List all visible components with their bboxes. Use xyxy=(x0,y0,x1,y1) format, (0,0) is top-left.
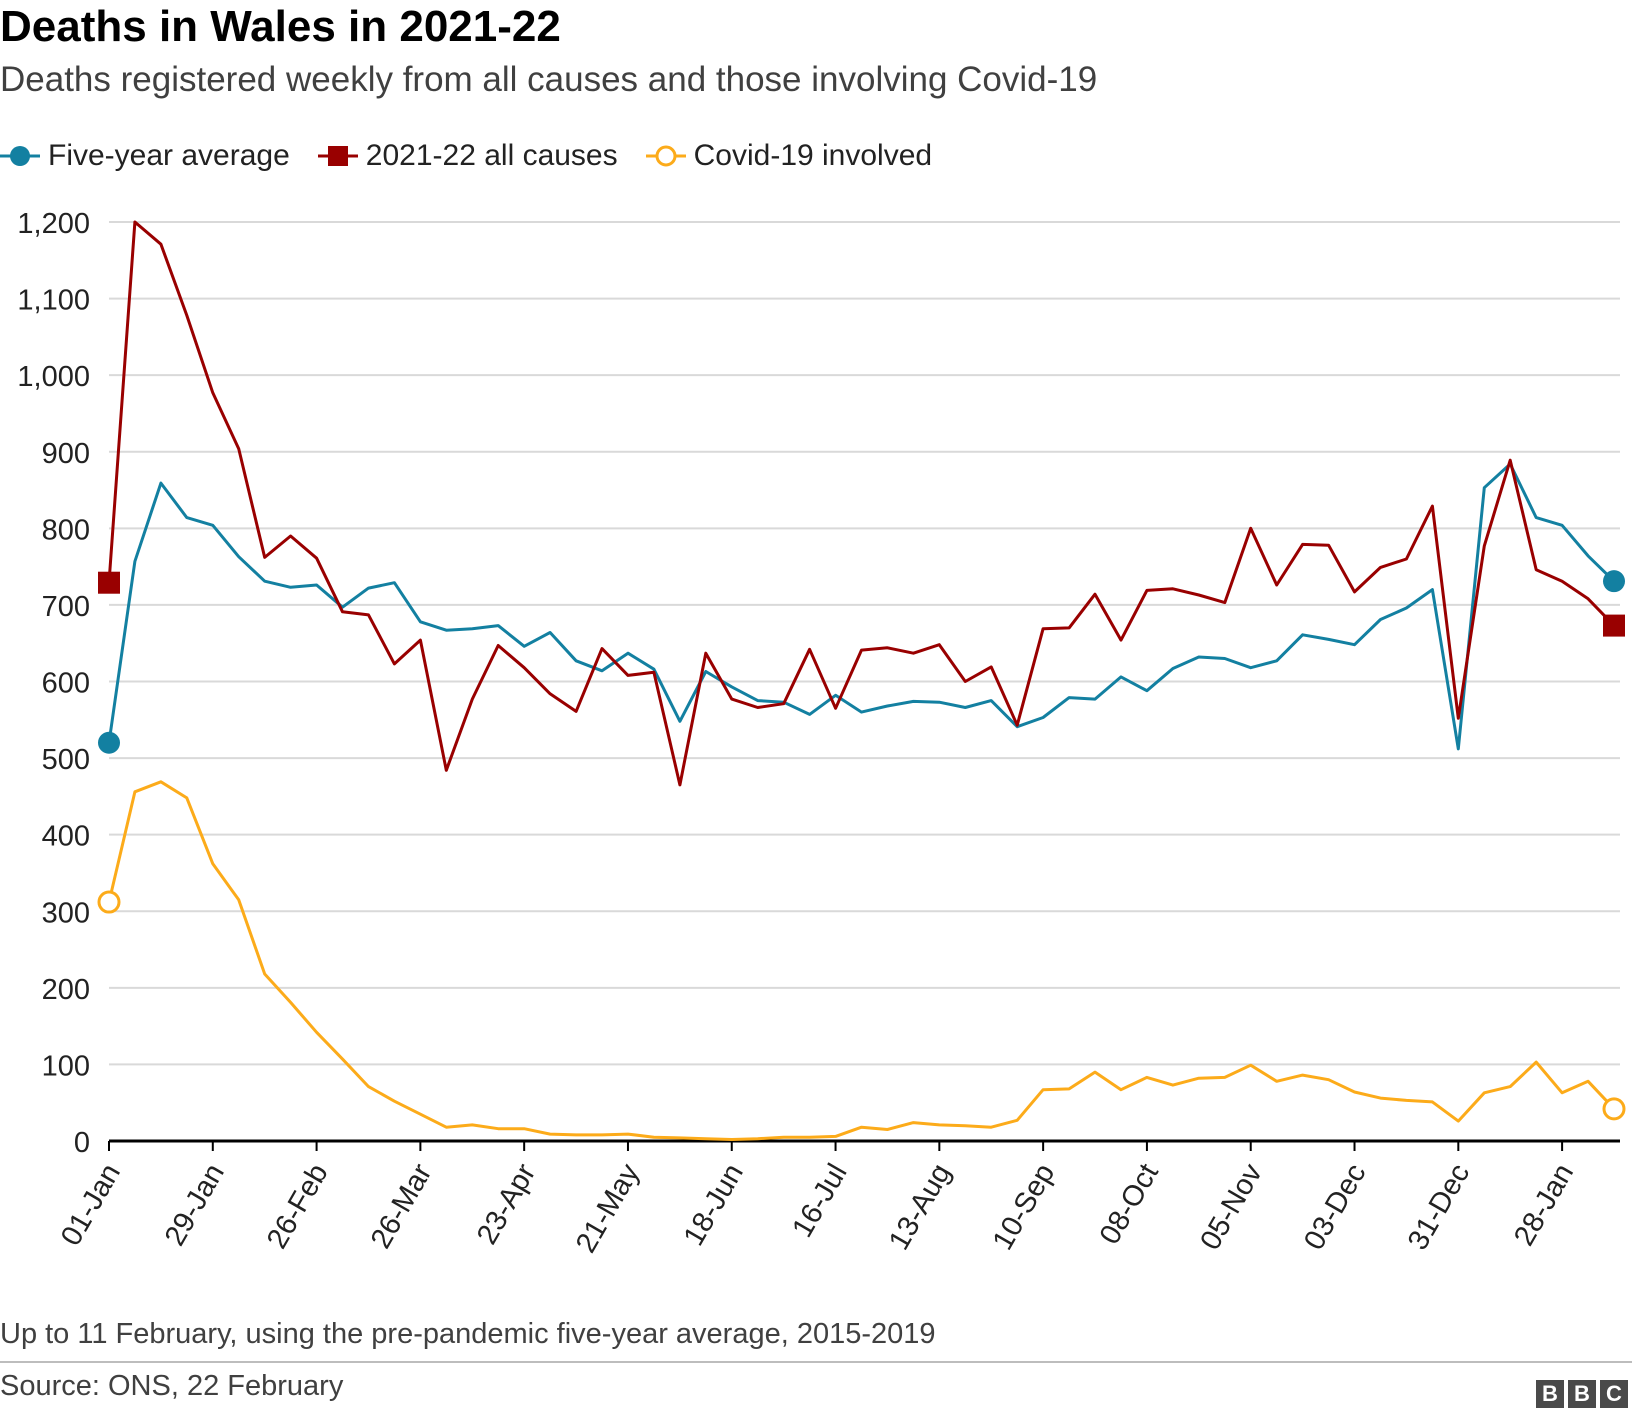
y-tick-label: 100 xyxy=(42,1050,90,1082)
x-tick-label: 03-Dec xyxy=(1298,1159,1372,1256)
x-tick-label: 26-Mar xyxy=(365,1158,439,1254)
data-point-marker xyxy=(97,890,121,914)
x-tick-label: 13-Aug xyxy=(883,1159,957,1256)
x-tick-label: 08-Oct xyxy=(1094,1159,1165,1250)
y-tick-label: 300 xyxy=(42,897,90,929)
bbc-logo: B B C xyxy=(1532,1380,1628,1408)
chart-subtitle: Deaths registered weekly from all causes… xyxy=(0,60,1098,99)
x-tick-label: 18-Jun xyxy=(678,1159,750,1252)
legend-item-five-year-average: Five-year average xyxy=(0,139,290,173)
logo-letter: C xyxy=(1600,1380,1628,1408)
y-tick-label: 200 xyxy=(42,974,90,1006)
y-tick-label: 0 xyxy=(74,1127,90,1159)
x-tick-label: 16-Jul xyxy=(786,1159,853,1243)
x-tick-label: 05-Nov xyxy=(1194,1158,1269,1255)
y-tick-label: 400 xyxy=(42,821,90,853)
data-point-marker xyxy=(98,731,120,754)
y-tick-label: 1,000 xyxy=(17,361,90,393)
legend-label-covid: Covid-19 involved xyxy=(693,139,933,172)
logo-letter: B xyxy=(1536,1380,1564,1408)
series-line-all-causes xyxy=(107,220,1616,787)
data-point-marker xyxy=(1602,1097,1626,1121)
y-tick-label: 900 xyxy=(42,438,90,470)
legend: Five-year average 2021-22 all causes Cov… xyxy=(0,136,960,176)
divider xyxy=(0,1361,1632,1363)
y-tick-label: 1,200 xyxy=(17,208,90,240)
legend-item-all-causes: 2021-22 all causes xyxy=(317,139,618,173)
source-note: Source: ONS, 22 February xyxy=(0,1370,344,1402)
legend-label-all-causes: 2021-22 all causes xyxy=(365,139,618,172)
y-tick-label: 1,100 xyxy=(17,285,90,317)
legend-item-covid: Covid-19 involved xyxy=(645,139,933,173)
y-tick-label: 800 xyxy=(42,514,90,546)
x-tick-label: 31-Dec xyxy=(1402,1159,1476,1256)
series-line-five-year-average xyxy=(107,462,1616,751)
x-tick-label: 28-Jan xyxy=(1508,1159,1580,1252)
y-tick-label: 500 xyxy=(42,744,90,776)
logo-letter: B xyxy=(1568,1380,1596,1408)
footnote: Up to 11 February, using the pre-pandemi… xyxy=(0,1318,936,1350)
x-tick-label: 26-Feb xyxy=(261,1159,335,1255)
y-tick-label: 700 xyxy=(42,591,90,623)
x-tick-label: 10-Sep xyxy=(987,1159,1061,1256)
chart-title: Deaths in Wales in 2021-22 xyxy=(0,2,561,51)
data-point-marker xyxy=(1603,614,1625,637)
square-filled-marker-icon xyxy=(317,146,358,166)
data-point-marker xyxy=(98,571,120,594)
x-tick-label: 23-Apr xyxy=(471,1158,542,1250)
circle-filled-marker-icon xyxy=(0,146,40,166)
x-tick-label: 29-Jan xyxy=(159,1159,231,1252)
series-line-covid xyxy=(107,780,1616,1141)
line-chart: 0 100 200 300 400 500 600 700 800 900 1,000 1,100 1,… xyxy=(17,208,1626,1258)
x-tick-label: 21-May xyxy=(570,1158,646,1258)
circle-open-marker-icon xyxy=(645,145,686,167)
legend-label-five-year-average: Five-year average xyxy=(48,139,290,172)
x-tick-label: 01-Jan xyxy=(55,1159,127,1252)
y-tick-label: 600 xyxy=(42,668,90,700)
data-point-marker xyxy=(1603,570,1625,593)
